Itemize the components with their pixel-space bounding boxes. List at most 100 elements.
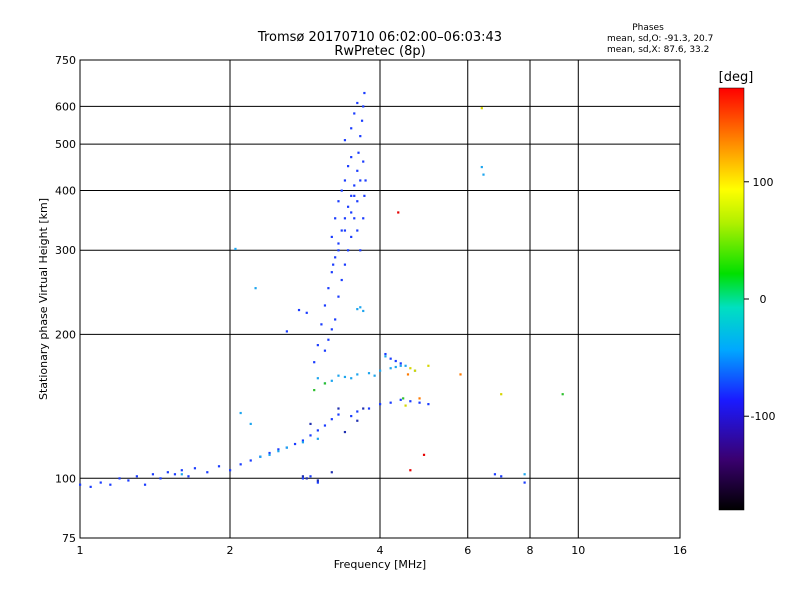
data-point xyxy=(404,364,407,367)
data-point xyxy=(305,477,308,480)
colorbar-tick-label: 0 xyxy=(760,293,767,306)
data-point xyxy=(356,169,359,172)
data-point xyxy=(254,287,257,290)
y-tick-label: 400 xyxy=(55,184,76,197)
data-point xyxy=(346,205,350,208)
data-point xyxy=(340,189,343,192)
data-point xyxy=(337,242,340,245)
x-ticks: 1 2 4 6 8 10 16 xyxy=(77,544,688,557)
colorbar-label: [deg] xyxy=(719,70,754,85)
data-point xyxy=(353,217,356,220)
x-tick-label: 10 xyxy=(571,544,585,557)
data-point xyxy=(337,249,340,252)
data-point xyxy=(316,377,319,380)
data-point xyxy=(301,439,305,442)
data-point xyxy=(350,377,353,380)
data-point xyxy=(313,361,316,364)
data-point xyxy=(277,450,280,453)
data-point xyxy=(330,418,333,421)
data-point xyxy=(323,382,327,385)
colorbar-tick-label: -100 xyxy=(751,410,776,423)
data-point xyxy=(309,475,312,478)
scatter-points xyxy=(79,91,564,488)
data-point xyxy=(356,373,359,376)
data-point xyxy=(259,455,262,458)
data-point xyxy=(173,473,177,476)
data-point xyxy=(350,194,353,197)
data-point xyxy=(422,453,426,456)
x-tick-label: 16 xyxy=(673,544,687,557)
x-tick-label: 6 xyxy=(464,544,471,557)
data-point xyxy=(343,430,347,434)
data-point xyxy=(323,349,327,352)
data-point xyxy=(187,475,190,478)
data-point xyxy=(268,453,271,456)
data-point xyxy=(320,323,323,326)
y-tick-label: 300 xyxy=(55,244,76,257)
data-point xyxy=(109,483,112,486)
data-point xyxy=(427,403,430,406)
data-point xyxy=(89,485,92,488)
data-point xyxy=(343,179,347,182)
data-point xyxy=(359,249,362,252)
data-point xyxy=(353,194,356,197)
data-point xyxy=(229,469,232,472)
data-point xyxy=(316,344,319,347)
data-point xyxy=(330,271,333,274)
data-point xyxy=(330,471,333,474)
data-point xyxy=(180,473,183,476)
data-point xyxy=(346,165,350,168)
data-point xyxy=(389,367,392,370)
data-point xyxy=(166,471,169,474)
data-point xyxy=(389,357,392,360)
data-point xyxy=(523,473,526,476)
data-point xyxy=(268,451,271,455)
data-point xyxy=(217,465,221,468)
data-point xyxy=(143,483,147,486)
data-point xyxy=(99,481,102,484)
data-point xyxy=(399,362,402,365)
data-point xyxy=(301,475,305,478)
data-point xyxy=(346,249,350,252)
data-point xyxy=(327,287,330,290)
data-point xyxy=(334,318,337,321)
data-point xyxy=(399,398,402,401)
data-point xyxy=(353,112,356,115)
y-tick-label: 750 xyxy=(55,54,76,67)
y-tick-label: 75 xyxy=(62,532,76,545)
data-point xyxy=(330,235,333,239)
data-point xyxy=(356,410,359,413)
data-point xyxy=(409,469,412,472)
data-point xyxy=(500,475,503,478)
y-tick-label: 500 xyxy=(55,138,76,151)
data-point xyxy=(343,139,347,142)
data-point xyxy=(367,372,371,375)
data-point xyxy=(327,338,330,341)
data-point xyxy=(373,374,376,377)
data-point xyxy=(337,413,340,416)
data-point xyxy=(394,359,397,363)
data-point xyxy=(305,311,308,314)
x-tick-label: 4 xyxy=(377,544,384,557)
data-point xyxy=(389,401,392,404)
data-point xyxy=(285,330,288,333)
data-point xyxy=(301,441,305,444)
data-point xyxy=(418,401,421,404)
data-point xyxy=(334,256,337,259)
data-point xyxy=(362,105,365,108)
data-point xyxy=(480,107,483,110)
data-point xyxy=(360,119,364,122)
y-axis-label: Stationary phase Virtual Height [km] xyxy=(37,198,50,400)
data-point xyxy=(337,407,340,410)
phase-box-x: mean, sd,X: 87.6, 33.2 xyxy=(607,45,709,55)
data-point xyxy=(316,481,319,484)
data-point xyxy=(343,229,347,232)
data-point xyxy=(159,477,162,480)
data-point xyxy=(384,352,387,356)
data-point xyxy=(309,422,312,426)
data-point xyxy=(343,217,347,220)
data-point xyxy=(297,308,301,312)
x-tick-label: 8 xyxy=(527,544,534,557)
data-point xyxy=(79,483,82,486)
data-point xyxy=(151,473,155,476)
